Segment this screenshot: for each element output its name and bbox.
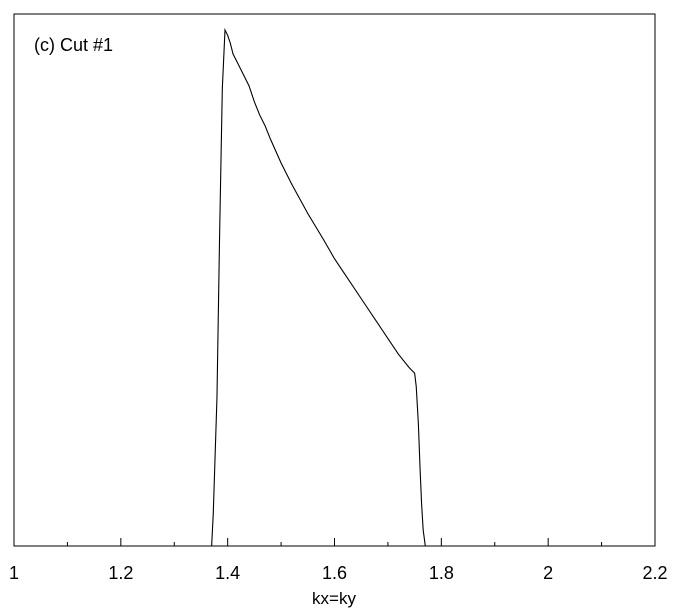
x-axis-label: kx=ky	[312, 589, 356, 608]
x-major-ticks	[13, 538, 656, 546]
x-tick-label-2: 1.4	[215, 563, 240, 583]
x-tick-label-1: 1.2	[108, 563, 133, 583]
plot-frame	[13, 13, 656, 547]
x-minor-ticks	[66, 542, 603, 546]
panel-annotation: (c) Cut #1	[34, 35, 113, 55]
x-tick-label-0: 1	[9, 563, 19, 583]
x-tick-labels: 1 1.2 1.4 1.6 1.8 2 2.2	[9, 563, 668, 583]
x-tick-label-6: 2.2	[642, 563, 667, 583]
series-line	[14, 27, 655, 547]
x-tick-label-4: 1.8	[429, 563, 454, 583]
x-tick-label-5: 2	[543, 563, 553, 583]
x-tick-label-3: 1.6	[322, 563, 347, 583]
